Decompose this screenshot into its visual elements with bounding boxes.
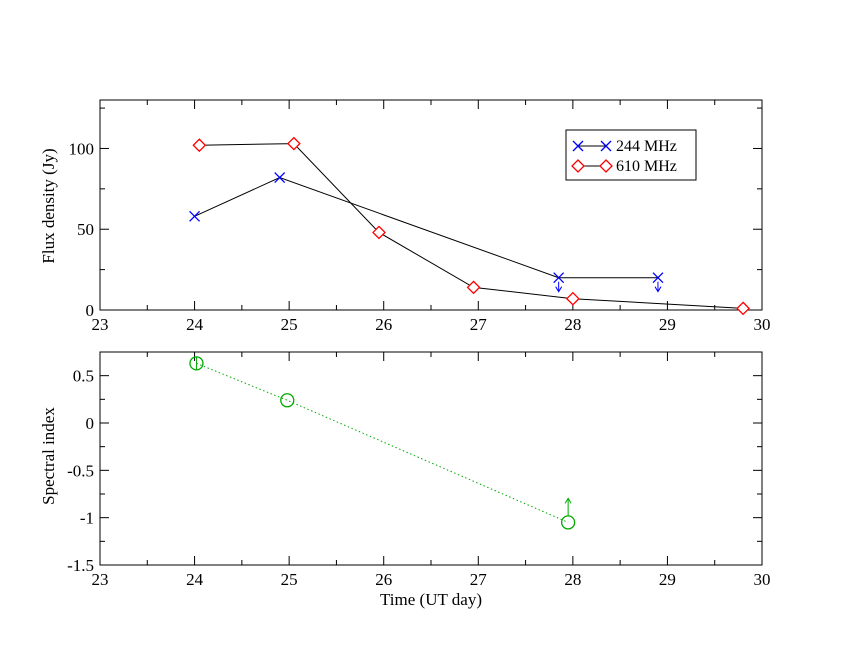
x-tick-label: 25: [281, 315, 298, 334]
limit-arrow-head: [654, 286, 662, 293]
y-tick-label: 0: [86, 414, 95, 433]
series-line: [199, 143, 744, 309]
marker-diamond: [466, 280, 481, 295]
limit-arrow-head: [564, 497, 572, 504]
x-tick-label: 27: [470, 315, 488, 334]
x-tick-label: 25: [281, 570, 298, 589]
axis-ticks: 23 24 25 26 27 28 29 30 -1.5 -1 -0.5 0 0.5: [67, 352, 771, 589]
marker-diamond: [372, 225, 386, 240]
y-tick-label: 0: [86, 301, 95, 320]
legend-marker: [600, 140, 612, 152]
series-line: [196, 362, 569, 523]
y-tick-label: -1.5: [67, 556, 94, 575]
legend: 244 MHz 610 MHz: [565, 129, 697, 181]
spectral-index-panel: 23 24 25 26 27 28 29 30 -1.5 -1 -0.5 0 0.5 Spectral …: [39, 351, 771, 609]
legend-marker: [599, 159, 613, 173]
series-group: [189, 356, 576, 530]
marker-diamond: [571, 159, 585, 173]
marker-x: [553, 272, 565, 284]
marker-diamond: [192, 138, 207, 153]
legend-marker: [572, 140, 584, 152]
marker-x: [652, 272, 664, 284]
legend-marker: [571, 159, 585, 173]
marker-circle: [280, 393, 295, 408]
marker-diamond: [599, 159, 613, 173]
x-tick-label: 28: [564, 315, 581, 334]
y-axis-title: Flux density (Jy): [39, 148, 58, 263]
y-tick-label: 100: [69, 139, 95, 158]
y-tick-label: 50: [77, 220, 94, 239]
marker-diamond: [286, 136, 301, 151]
legend-label: 610 MHz: [616, 158, 677, 175]
x-tick-label: 30: [754, 570, 771, 589]
marker-diamond: [565, 291, 580, 306]
x-tick-label: 28: [564, 570, 581, 589]
x-tick-label: 24: [186, 570, 204, 589]
series-line: [194, 176, 658, 279]
x-tick-label: 26: [375, 570, 392, 589]
x-tick-label: 23: [92, 315, 109, 334]
marker-x: [572, 140, 584, 152]
plot-frame: [99, 351, 763, 566]
x-tick-label: 24: [186, 315, 204, 334]
marker-x: [600, 140, 612, 152]
marker-x: [189, 210, 201, 222]
y-tick-label: -0.5: [67, 461, 94, 480]
axis-ticks: 23 24 25 26 27 28 29 30 0 50 100: [69, 100, 771, 334]
x-tick-label: 30: [754, 315, 771, 334]
legend-entry-610: 610 MHz: [571, 158, 677, 175]
marker-circle: [560, 515, 576, 530]
x-tick-label: 23: [92, 570, 109, 589]
marker-x: [274, 172, 286, 183]
x-axis-title: Time (UT day): [380, 590, 482, 609]
marker-circle: [189, 356, 204, 371]
x-tick-label: 27: [470, 570, 488, 589]
y-tick-label: 0.5: [73, 367, 94, 386]
legend-label: 244 MHz: [616, 138, 677, 155]
series-group: [189, 136, 751, 316]
legend-box: [565, 129, 697, 181]
x-tick-label: 26: [375, 315, 392, 334]
flux-density-panel: 23 24 25 26 27 28 29 30 0 50 100 244 MHz 610 MHz F…: [39, 99, 771, 334]
y-tick-label: -1: [80, 509, 94, 528]
limit-arrow-head: [555, 286, 563, 293]
marker-diamond: [736, 301, 751, 316]
x-tick-label: 29: [659, 315, 676, 334]
y-axis-title: Spectral index: [39, 407, 58, 505]
legend-entry-244: 244 MHz: [572, 138, 677, 155]
x-tick-label: 29: [659, 570, 676, 589]
